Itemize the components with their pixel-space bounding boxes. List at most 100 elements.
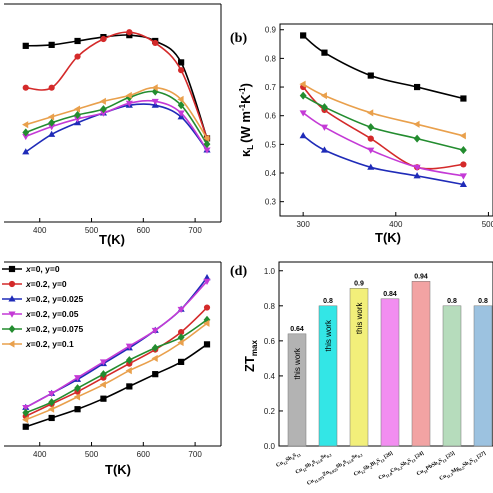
data-point bbox=[203, 304, 211, 311]
data-point bbox=[203, 134, 210, 142]
data-point bbox=[177, 101, 185, 110]
data-point bbox=[48, 414, 55, 422]
bar-value-label: 0.94 bbox=[414, 273, 428, 280]
data-point bbox=[152, 39, 159, 47]
data-point bbox=[99, 97, 106, 105]
data-point bbox=[48, 398, 56, 407]
bar bbox=[349, 288, 369, 447]
y-tick-label: 0.2 bbox=[264, 407, 276, 416]
x-tick-label: 600 bbox=[137, 450, 151, 459]
panel-c-series bbox=[22, 274, 211, 430]
legend-marker bbox=[8, 311, 16, 318]
y-tick-label: 0.5 bbox=[265, 140, 277, 149]
data-point bbox=[367, 147, 375, 154]
panel-a-series bbox=[22, 29, 211, 155]
legend-entry: x=0.2, y=0.05 bbox=[25, 309, 79, 319]
data-point bbox=[125, 100, 133, 107]
data-point bbox=[100, 105, 107, 114]
category-label: Cu11.8Co0.2Sb4S13 [24] bbox=[378, 450, 426, 482]
data-point bbox=[151, 84, 158, 92]
y-tick-label: 0.3 bbox=[265, 198, 277, 207]
data-point bbox=[22, 148, 30, 155]
data-point bbox=[299, 91, 307, 100]
data-point bbox=[22, 42, 29, 49]
legend-marker bbox=[8, 295, 16, 302]
data-point bbox=[22, 404, 30, 412]
panel-c-x-axis-label: T(K) bbox=[105, 462, 131, 477]
data-point bbox=[100, 370, 107, 379]
data-point bbox=[73, 116, 82, 123]
data-point bbox=[321, 103, 328, 112]
data-point bbox=[203, 274, 211, 281]
data-point bbox=[460, 161, 467, 168]
data-point bbox=[100, 395, 107, 402]
data-point bbox=[22, 128, 30, 137]
panel-b-label: (b) bbox=[230, 31, 247, 46]
data-point bbox=[178, 59, 185, 66]
data-point bbox=[47, 113, 55, 121]
data-point bbox=[299, 110, 307, 117]
panel-b-chart: 0.3 0.4 0.5 0.6 0.7 0.8 0.9 300 400 500 (b) T(K)… bbox=[230, 23, 493, 245]
legend-entry: x=0.2, y=0.025 bbox=[25, 294, 83, 304]
data-point bbox=[177, 95, 184, 103]
data-point bbox=[178, 67, 185, 74]
x-tick-label: 300 bbox=[296, 220, 310, 229]
data-point bbox=[125, 356, 133, 365]
panel-b-x-ticks: 300 400 500 bbox=[296, 212, 493, 229]
data-point bbox=[99, 381, 106, 389]
data-point bbox=[177, 339, 184, 347]
x-tick-label: 500 bbox=[85, 450, 99, 459]
legend-marker bbox=[8, 265, 16, 273]
panel-b-x-axis-label: T(K) bbox=[375, 230, 401, 245]
data-point bbox=[367, 123, 375, 132]
panel-d-chart: 0.0 0.2 0.4 0.6 0.8 1.0 0.64 this work 0.8 this … bbox=[230, 261, 493, 487]
panel-a-x-axis-label: T(K) bbox=[99, 232, 125, 247]
y-tick-label: 0.6 bbox=[264, 337, 276, 346]
data-point bbox=[22, 84, 29, 91]
bar-value-label: 0.84 bbox=[383, 291, 397, 298]
data-point bbox=[73, 105, 81, 113]
legend-marker bbox=[8, 280, 16, 288]
bar-value-label: 0.8 bbox=[478, 298, 488, 305]
data-point bbox=[48, 390, 56, 398]
series-line bbox=[302, 94, 464, 151]
data-point bbox=[22, 423, 29, 430]
data-point bbox=[320, 124, 329, 131]
data-point bbox=[460, 146, 467, 155]
data-point bbox=[100, 35, 107, 43]
data-point bbox=[299, 80, 306, 88]
bar-inner-label: this work bbox=[324, 319, 333, 352]
data-point bbox=[151, 98, 159, 106]
data-point bbox=[321, 49, 328, 56]
y-tick-label: 0.6 bbox=[265, 112, 277, 121]
legend-marker bbox=[8, 340, 15, 348]
panel-a-chart: 400 500 600 700 T(K) bbox=[4, 3, 222, 247]
panel-d-y-ticks: 0.0 0.2 0.4 0.6 0.8 1.0 bbox=[264, 267, 283, 451]
data-point bbox=[178, 358, 185, 365]
data-point bbox=[413, 172, 421, 179]
x-tick-label: 500 bbox=[85, 226, 99, 235]
bar bbox=[287, 333, 307, 447]
data-point bbox=[74, 110, 81, 119]
data-point bbox=[203, 278, 211, 285]
data-point bbox=[203, 341, 211, 348]
y-tick-label: 0.4 bbox=[265, 169, 277, 178]
panel-c-x-ticks: 400 500 600 700 bbox=[33, 442, 202, 459]
bar bbox=[380, 298, 400, 447]
panel-b-y-axis-label: κL(W m-1K-1) bbox=[238, 83, 255, 157]
x-tick-label: 700 bbox=[188, 450, 202, 459]
data-point bbox=[99, 359, 108, 366]
data-point bbox=[125, 91, 132, 100]
category-label: Cu12Sb4S12.8Se0.2 bbox=[295, 451, 333, 477]
category-label: Cu12Sb2Bi2S13 [26] bbox=[353, 450, 395, 478]
panel-d-categories: Cu12Sb4S13Cu12Sb4S12.8Se0.2Cu11.975Zn0.0… bbox=[275, 450, 487, 486]
panel-d-y-axis-label: ZTmax bbox=[242, 340, 259, 372]
panel-b-series bbox=[299, 32, 467, 187]
data-point bbox=[48, 130, 56, 137]
data-point bbox=[177, 306, 185, 314]
data-point bbox=[74, 384, 81, 393]
data-point bbox=[413, 83, 421, 91]
y-tick-label: 0.0 bbox=[264, 442, 276, 451]
data-point bbox=[459, 180, 467, 187]
data-point bbox=[299, 132, 307, 139]
